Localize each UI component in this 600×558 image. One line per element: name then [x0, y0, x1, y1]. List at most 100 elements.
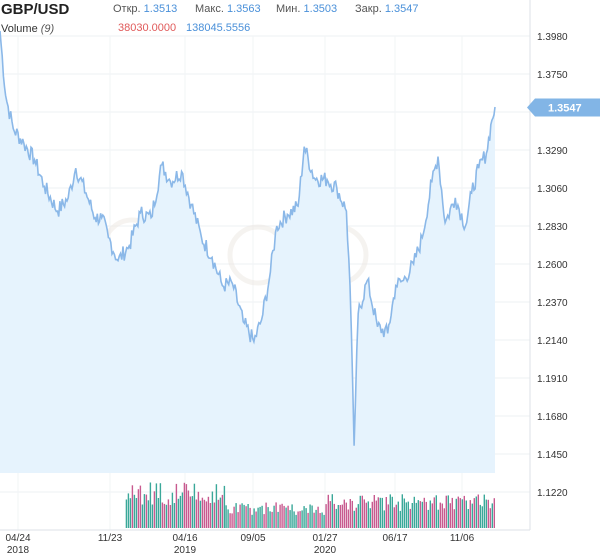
volume-bar: [405, 502, 407, 528]
volume-bar: [337, 505, 339, 528]
volume-bar: [413, 496, 415, 528]
volume-bar: [213, 502, 216, 528]
x-tick-label: 04/24: [5, 533, 30, 544]
volume-bar: [285, 507, 287, 528]
volume-bar: [433, 497, 435, 528]
y-tick-label: 1.2600: [537, 260, 568, 271]
open-value: 1.3513: [143, 3, 178, 15]
y-axis: 1.39801.37501.35201.32901.30601.28301.26…: [0, 0, 568, 531]
volume-bar: [321, 512, 323, 528]
volume-bar: [375, 500, 377, 528]
volume-bar: [419, 501, 421, 528]
y-tick-label: 1.1220: [537, 488, 568, 499]
y-tick-label: 1.1680: [537, 412, 568, 423]
y-tick-label: 1.2140: [537, 336, 568, 347]
volume-bar: [265, 502, 267, 528]
volume-bar: [439, 502, 441, 528]
volume-bar: [329, 501, 331, 528]
volume-bar: [263, 514, 265, 528]
volume-bar: [475, 496, 477, 528]
volume-bar: [353, 510, 355, 528]
volume-bar: [479, 504, 481, 528]
volume-bar: [235, 503, 237, 528]
volume-bar: [435, 495, 437, 528]
volume-bar: [245, 506, 247, 528]
volume-bar: [473, 498, 475, 528]
volume-bar: [465, 500, 467, 528]
volume-bar: [277, 511, 279, 528]
volume-bar: [347, 509, 349, 528]
volume-bar: [219, 497, 222, 528]
volume-bar: [387, 504, 389, 528]
volume-bar: [361, 495, 363, 528]
volume-bar: [287, 505, 289, 528]
volume-bar: [205, 501, 208, 528]
volume-bar: [429, 500, 431, 528]
volume-bar: [189, 496, 192, 528]
volume-bar: [447, 495, 449, 528]
volume-bar: [261, 505, 263, 528]
high-label: Макс.: [195, 3, 224, 15]
volume-bar: [355, 507, 357, 528]
volume-param: (9): [40, 23, 55, 35]
volume-bar: [145, 494, 148, 528]
volume-bar: [257, 507, 259, 528]
volume-bar: [327, 494, 329, 528]
volume-bar: [335, 508, 337, 528]
volume-bar: [259, 506, 261, 528]
volume-bar: [147, 500, 150, 528]
volume-bar: [437, 509, 439, 528]
volume-bar: [481, 506, 483, 528]
volume-bar: [165, 504, 168, 528]
volume-bar: [365, 502, 367, 528]
volume-bar: [379, 497, 381, 528]
volume-bar: [393, 507, 395, 528]
volume-bar: [191, 496, 194, 528]
volume-bar: [397, 501, 399, 528]
volume-bar: [247, 504, 249, 528]
volume-bar: [281, 503, 283, 528]
volume-bar: [307, 512, 309, 528]
x-tick-label: 11/06: [450, 533, 475, 544]
volume-bar: [431, 503, 433, 528]
volume-bar: [357, 504, 359, 528]
volume-bar: [417, 500, 419, 528]
volume-bar: [311, 505, 313, 528]
volume-bar: [273, 505, 275, 528]
x-tick-year: 2020: [314, 545, 337, 556]
volume-bar: [201, 497, 204, 528]
volume-bar: [155, 483, 158, 528]
x-tick-label: 09/05: [240, 533, 265, 544]
y-tick-label: 1.1450: [537, 450, 568, 461]
volume-bar: [333, 503, 335, 528]
price-badge-shape: [527, 98, 600, 117]
price-area: [0, 31, 495, 473]
volume-bar: [457, 496, 459, 528]
x-tick-year: 2018: [7, 545, 30, 556]
volume-bar: [231, 513, 233, 528]
volume-bar: [401, 494, 403, 528]
volume-bar: [137, 489, 140, 528]
volume-bar: [385, 497, 387, 528]
price-line: [0, 30, 496, 446]
volume-bar: [369, 508, 371, 528]
volume-bar: [349, 499, 351, 528]
volume-bar: [161, 502, 164, 528]
volume-bar: [445, 495, 447, 528]
volume-bar: [153, 491, 156, 528]
open-label: Откр.: [113, 3, 141, 15]
volume-bar: [309, 504, 311, 528]
volume-bar: [301, 510, 303, 528]
volume-bar: [157, 498, 160, 528]
volume-bar: [143, 494, 146, 528]
volume-bar: [483, 494, 485, 528]
volume-bar: [427, 509, 429, 528]
volume-bar: [179, 495, 182, 528]
y-tick-label: 1.3290: [537, 146, 568, 157]
volume-bar: [199, 500, 202, 528]
volume-bar: [187, 490, 190, 528]
volume-bar: [299, 511, 301, 528]
volume-bars: [125, 482, 495, 528]
volume-bar: [297, 511, 299, 528]
